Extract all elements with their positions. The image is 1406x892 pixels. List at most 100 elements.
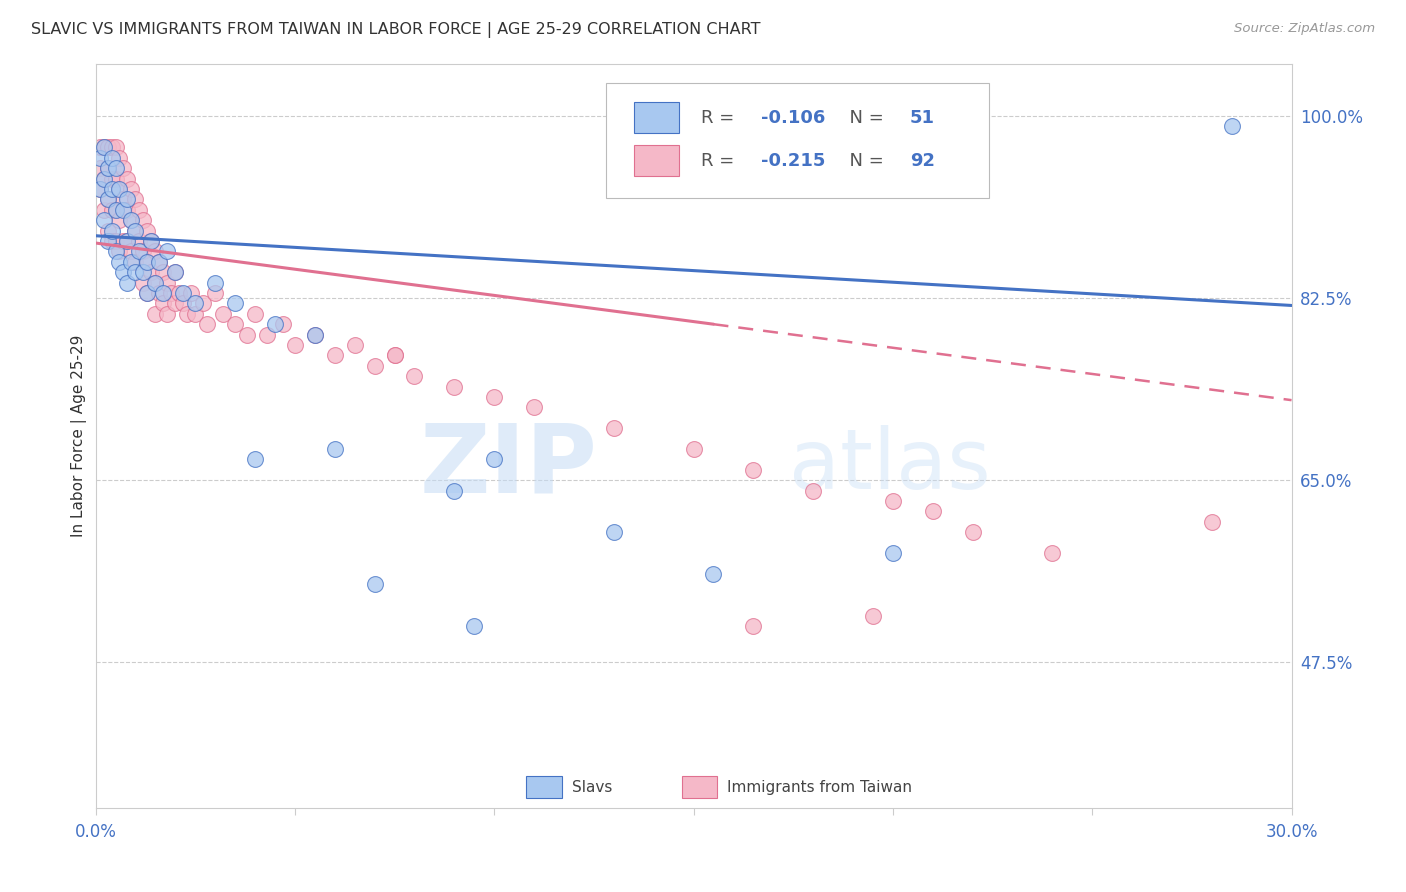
Point <box>124 223 146 237</box>
Point <box>172 285 194 300</box>
Point <box>100 223 122 237</box>
Point <box>120 244 142 259</box>
Point <box>152 285 174 300</box>
Text: Slavs: Slavs <box>572 780 612 795</box>
Text: Source: ZipAtlas.com: Source: ZipAtlas.com <box>1234 22 1375 36</box>
Point <box>108 254 131 268</box>
Point <box>148 254 170 268</box>
Point <box>1201 515 1223 529</box>
Point <box>124 265 146 279</box>
Point <box>108 244 131 259</box>
Point <box>862 608 884 623</box>
Point <box>243 452 266 467</box>
Point <box>742 619 765 633</box>
Text: Immigrants from Taiwan: Immigrants from Taiwan <box>727 780 912 795</box>
Point <box>89 140 111 154</box>
Point <box>224 296 246 310</box>
Point <box>120 254 142 268</box>
Point <box>363 577 385 591</box>
Point <box>120 213 142 227</box>
Point <box>152 296 174 310</box>
Point <box>104 202 127 217</box>
Point <box>195 317 218 331</box>
Point <box>100 182 122 196</box>
Text: -0.106: -0.106 <box>761 109 825 127</box>
Point <box>801 483 824 498</box>
Text: N =: N = <box>838 152 890 169</box>
Point <box>443 379 465 393</box>
Point <box>112 192 135 206</box>
Point <box>132 265 155 279</box>
Point <box>236 327 259 342</box>
Point <box>363 359 385 373</box>
Point <box>172 296 194 310</box>
Point <box>120 213 142 227</box>
Point <box>112 202 135 217</box>
Point <box>132 276 155 290</box>
Point <box>117 202 139 217</box>
Point <box>156 307 179 321</box>
Point <box>443 483 465 498</box>
Point <box>96 192 118 206</box>
Point <box>100 202 122 217</box>
Point <box>323 348 346 362</box>
Point <box>96 192 118 206</box>
Point <box>603 421 626 435</box>
Point <box>136 223 159 237</box>
Text: -0.215: -0.215 <box>761 152 825 169</box>
Text: N =: N = <box>838 109 890 127</box>
Point <box>112 234 135 248</box>
Point <box>96 223 118 237</box>
Point <box>384 348 406 362</box>
Point <box>93 171 115 186</box>
Point <box>156 244 179 259</box>
Point <box>165 265 187 279</box>
Point <box>89 151 111 165</box>
Point <box>100 140 122 154</box>
Text: R =: R = <box>700 109 740 127</box>
Point <box>165 265 187 279</box>
Text: SLAVIC VS IMMIGRANTS FROM TAIWAN IN LABOR FORCE | AGE 25-29 CORRELATION CHART: SLAVIC VS IMMIGRANTS FROM TAIWAN IN LABO… <box>31 22 761 38</box>
Point <box>89 182 111 196</box>
Point <box>132 213 155 227</box>
FancyBboxPatch shape <box>682 776 717 798</box>
Point <box>882 494 904 508</box>
Point <box>96 140 118 154</box>
Point <box>108 213 131 227</box>
Point <box>124 192 146 206</box>
Point <box>120 182 142 196</box>
Point <box>141 234 163 248</box>
Point <box>96 161 118 175</box>
Point <box>484 390 506 404</box>
Point <box>148 254 170 268</box>
Point <box>463 619 485 633</box>
Point <box>484 452 506 467</box>
Point <box>108 182 131 196</box>
Point <box>136 254 159 268</box>
Point <box>96 161 118 175</box>
Point <box>112 265 135 279</box>
Point <box>742 463 765 477</box>
Point <box>304 327 326 342</box>
Point <box>145 276 167 290</box>
Point <box>89 161 111 175</box>
Point <box>128 202 150 217</box>
Point <box>184 307 207 321</box>
Point <box>204 276 226 290</box>
Point <box>128 244 150 259</box>
Point <box>100 234 122 248</box>
Point <box>93 202 115 217</box>
Point <box>104 202 127 217</box>
Point <box>264 317 287 331</box>
Point <box>180 285 202 300</box>
Point <box>136 285 159 300</box>
Point <box>603 525 626 540</box>
Point <box>184 296 207 310</box>
Point <box>117 192 139 206</box>
Point <box>117 234 139 248</box>
Point <box>104 140 127 154</box>
Point <box>128 234 150 248</box>
Point <box>104 171 127 186</box>
Point <box>921 504 943 518</box>
Point <box>89 182 111 196</box>
